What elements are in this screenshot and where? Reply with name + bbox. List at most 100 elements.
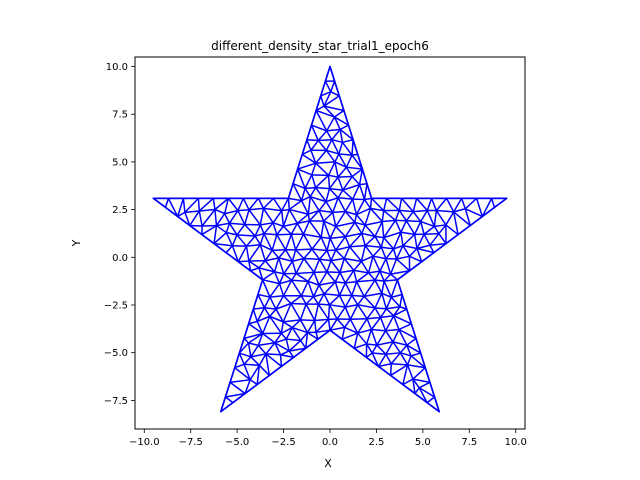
mesh-edge	[282, 222, 299, 228]
mesh-edge	[330, 257, 346, 262]
mesh-edge	[318, 209, 325, 222]
mesh-edge	[304, 331, 309, 350]
mesh-edge	[263, 232, 278, 236]
mesh-edge	[259, 243, 267, 262]
mesh-edge	[256, 307, 266, 323]
mesh-edge	[248, 243, 262, 262]
mesh-edge	[214, 197, 230, 211]
mesh-edge	[369, 207, 384, 223]
mesh-edge	[349, 317, 368, 321]
mesh-edge	[277, 257, 285, 275]
mesh-edge	[299, 319, 309, 334]
mesh-edge	[353, 269, 370, 274]
mesh-edge	[308, 220, 322, 239]
mesh-edge	[435, 197, 448, 212]
mesh-edge	[355, 272, 370, 283]
mesh-edge	[271, 248, 287, 252]
mesh-edge	[197, 197, 201, 212]
mesh-edge	[201, 208, 216, 227]
y-tick-label: 7.5	[112, 110, 128, 121]
mesh-edge	[307, 271, 315, 283]
mesh-edge	[345, 154, 353, 168]
mesh-edge	[405, 219, 416, 236]
mesh-edge	[320, 91, 332, 97]
mesh-edge	[325, 130, 333, 141]
mesh-edge	[385, 352, 402, 355]
mesh-edge	[366, 307, 376, 320]
mesh-edge	[356, 317, 368, 334]
mesh-edge	[333, 116, 350, 126]
mesh-edge	[400, 231, 404, 247]
mesh-edge	[184, 210, 201, 214]
mesh-edge	[392, 244, 404, 250]
mesh-edge	[374, 235, 383, 248]
mesh-edge	[318, 271, 328, 286]
mesh-edge	[299, 319, 316, 322]
mesh-edge	[385, 305, 401, 310]
mesh-edge	[464, 197, 478, 210]
mesh-edge	[252, 307, 266, 310]
mesh-edge	[304, 186, 317, 190]
mesh-edge	[262, 197, 275, 210]
mesh-edge	[426, 396, 436, 404]
mesh-edge	[296, 220, 311, 225]
mesh-edge	[228, 222, 238, 236]
mesh-edge	[300, 280, 309, 297]
mesh-edge	[383, 279, 399, 282]
mesh-edge	[311, 248, 328, 252]
mesh-edge	[363, 279, 376, 298]
mesh-edge	[402, 244, 411, 258]
mesh-edge	[256, 364, 261, 386]
mesh-edge	[341, 141, 353, 156]
mesh-edge	[247, 342, 260, 347]
mesh-edge	[272, 209, 283, 224]
mesh-edge	[296, 222, 305, 235]
mesh-edge	[335, 225, 347, 238]
mesh-edge	[356, 328, 373, 334]
mesh-edge	[269, 295, 285, 298]
mesh-edge	[279, 354, 295, 359]
mesh-edge	[257, 344, 267, 355]
mesh-edge	[176, 197, 185, 218]
mesh-edge	[233, 363, 245, 369]
mesh-edge	[296, 168, 306, 190]
mesh-edge	[263, 232, 273, 252]
mesh-edge	[257, 197, 265, 210]
mesh-edge	[295, 272, 309, 283]
mesh-edge	[452, 211, 471, 227]
mesh-edge	[288, 350, 295, 359]
mesh-edge	[343, 245, 351, 260]
mesh-edge	[312, 284, 320, 298]
mesh-edge	[366, 317, 373, 331]
mesh-edge	[349, 303, 359, 321]
mesh-edge	[344, 294, 353, 308]
mesh-edge	[306, 319, 316, 334]
mesh-edge	[371, 352, 387, 355]
mesh-edge	[284, 248, 294, 263]
mesh-edge	[382, 209, 397, 222]
mesh-edge	[445, 211, 455, 226]
mesh-edge	[247, 332, 264, 344]
mesh-edge	[364, 207, 372, 226]
mesh-edge	[282, 208, 291, 228]
mesh-edge	[296, 168, 313, 176]
mesh-edge	[334, 281, 341, 297]
mesh-edge	[248, 207, 265, 211]
mesh-edge	[276, 225, 285, 236]
mesh-edge	[285, 338, 302, 342]
mesh-edge	[363, 292, 383, 298]
mesh-edge	[243, 363, 261, 367]
mesh-edge	[314, 303, 320, 322]
mesh-edge	[227, 197, 239, 212]
mesh-edge	[233, 366, 251, 381]
mesh-edge	[399, 352, 409, 366]
mesh-edge	[379, 316, 387, 332]
mesh-edge	[334, 249, 346, 260]
mesh-edge	[301, 149, 312, 156]
mesh-edge	[331, 138, 344, 144]
mesh-edge	[299, 331, 309, 342]
mesh-edge	[344, 282, 353, 297]
mesh-edge	[323, 95, 340, 107]
mesh-edge	[384, 330, 394, 343]
mesh-edge	[290, 279, 309, 283]
